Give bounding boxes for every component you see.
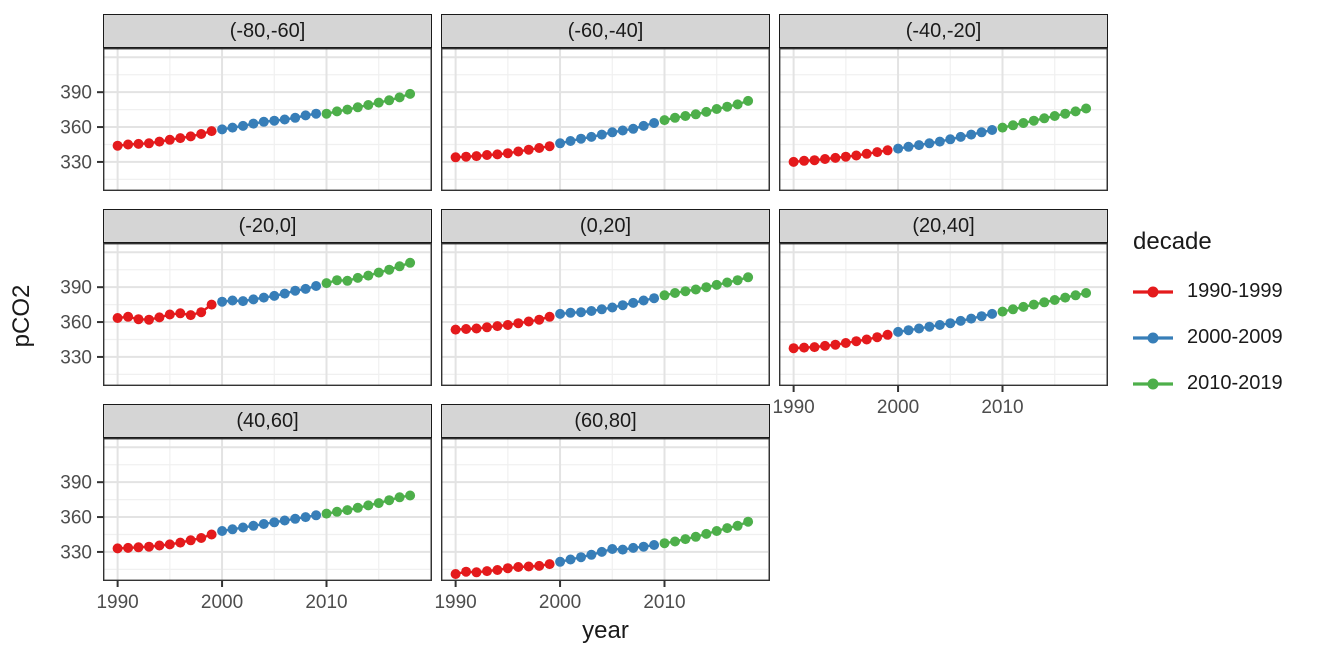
legend-key-1990-1999-icon xyxy=(1133,286,1173,297)
series-1990-1999 xyxy=(450,141,555,163)
facet-(-40,-20]: (-40,-20] xyxy=(778,14,1109,192)
facet-panel: 390 360 330 1990 2000 2010 xyxy=(60,437,433,613)
series-1990-1999 xyxy=(450,559,555,579)
series-2000-2009 xyxy=(217,281,322,307)
x-axis-title: year xyxy=(582,617,629,644)
series-2010-2019 xyxy=(659,516,754,549)
series-2010-2019 xyxy=(321,490,416,519)
series-2000-2009 xyxy=(893,125,998,154)
facet-(40,60]: (40,60] 390 360 330 1990 2000 2010 xyxy=(60,404,433,613)
svg-text:390: 390 xyxy=(60,83,92,104)
svg-text:1990: 1990 xyxy=(772,397,814,418)
svg-text:330: 330 xyxy=(60,542,92,563)
series-2010-2019 xyxy=(321,257,416,289)
series-2010-2019 xyxy=(659,272,754,301)
svg-text:360: 360 xyxy=(60,118,92,139)
facet-panel xyxy=(440,47,771,192)
series-2000-2009 xyxy=(217,510,322,536)
svg-text:2000: 2000 xyxy=(539,592,581,613)
svg-text:330: 330 xyxy=(60,152,92,173)
facet-strip: (-60,-40] xyxy=(441,14,770,48)
x-axis: 1990 2000 2010 xyxy=(772,386,1024,418)
legend-key-2000-2009-icon xyxy=(1133,332,1173,343)
facet-panel: 1990 2000 2010 xyxy=(434,437,771,613)
legend-item-1990-1999: 1990-1999 xyxy=(1133,280,1338,303)
legend-item-2000-2009: 2000-2009 xyxy=(1133,326,1338,349)
facet-strip: (40,60] xyxy=(103,404,432,438)
facet-panel: 390 360 330 xyxy=(60,242,433,387)
svg-text:330: 330 xyxy=(60,347,92,368)
series-1990-1999 xyxy=(112,126,217,151)
facet-strip-label: (0,20] xyxy=(579,214,632,237)
facet-(60,80]: (60,80] 1990 2000 2010 xyxy=(434,404,771,613)
y-axis: 390 360 330 xyxy=(60,473,103,563)
y-axis: 390 360 330 xyxy=(60,83,103,173)
facet-strip: (-80,-60] xyxy=(103,14,432,48)
svg-text:1990: 1990 xyxy=(434,592,476,613)
facet-panel xyxy=(778,47,1109,192)
facet-strip-label: (-60,-40] xyxy=(567,19,644,42)
facet-(20,40]: (20,40] 1990 2000 2010 xyxy=(772,209,1109,418)
facet-(0,20]: (0,20] xyxy=(440,209,771,387)
facet-strip-label: (20,40] xyxy=(912,214,975,237)
facet-panel xyxy=(440,242,771,387)
svg-text:2000: 2000 xyxy=(201,592,243,613)
series-2010-2019 xyxy=(997,288,1092,317)
x-axis: 1990 2000 2010 xyxy=(434,581,686,613)
svg-text:360: 360 xyxy=(60,313,92,334)
facet-strip-label: (-80,-60] xyxy=(229,19,306,42)
facet-panel: 390 360 330 xyxy=(60,47,433,192)
facet-strip: (60,80] xyxy=(441,404,770,438)
facet-(-80,-60]: (-80,-60] 390 360 330 xyxy=(60,14,433,192)
facet-strip-label: (40,60] xyxy=(236,409,299,432)
facet-strip: (-40,-20] xyxy=(779,14,1108,48)
y-axis: 390 360 330 xyxy=(60,278,103,368)
facet-strip: (0,20] xyxy=(441,209,770,243)
series-1990-1999 xyxy=(450,311,555,335)
svg-text:1990: 1990 xyxy=(96,592,138,613)
svg-text:2010: 2010 xyxy=(981,397,1023,418)
series-1990-1999 xyxy=(788,329,893,354)
svg-text:390: 390 xyxy=(60,473,92,494)
facet-(-60,-40]: (-60,-40] xyxy=(440,14,771,192)
series-1990-1999 xyxy=(112,529,217,554)
legend-item-label: 2000-2009 xyxy=(1187,326,1283,348)
facet-(-20,0]: (-20,0] 390 360 330 xyxy=(60,209,433,387)
svg-text:360: 360 xyxy=(60,508,92,529)
x-axis: 1990 2000 2010 xyxy=(96,581,348,613)
svg-text:2000: 2000 xyxy=(877,397,919,418)
facet-panel: 1990 2000 2010 xyxy=(772,242,1109,418)
svg-text:2010: 2010 xyxy=(643,592,685,613)
legend-key-2010-2019-icon xyxy=(1133,378,1173,389)
series-2010-2019 xyxy=(997,103,1092,133)
legend: decade 1990-1999 2000-2009 2010-2019 xyxy=(1133,228,1338,418)
legend-item-label: 1990-1999 xyxy=(1187,280,1283,302)
legend-item-label: 2010-2019 xyxy=(1187,372,1283,394)
y-axis-title: pCO2 xyxy=(8,284,35,348)
facet-strip: (-20,0] xyxy=(103,209,432,243)
series-2000-2009 xyxy=(555,118,660,149)
facet-strip-label: (60,80] xyxy=(574,409,637,432)
series-2010-2019 xyxy=(659,95,754,126)
svg-text:2010: 2010 xyxy=(305,592,347,613)
series-1990-1999 xyxy=(788,145,893,167)
svg-text:390: 390 xyxy=(60,278,92,299)
legend-item-2010-2019: 2010-2019 xyxy=(1133,372,1338,395)
series-2000-2009 xyxy=(555,293,660,319)
facet-strip-label: (-20,0] xyxy=(238,214,297,237)
series-2000-2009 xyxy=(893,308,998,337)
legend-title: decade xyxy=(1133,228,1212,255)
facet-strip-label: (-40,-20] xyxy=(905,19,982,42)
series-2010-2019 xyxy=(321,88,416,119)
series-2000-2009 xyxy=(555,540,660,567)
series-1990-1999 xyxy=(112,299,217,325)
series-2000-2009 xyxy=(217,108,322,135)
facet-strip: (20,40] xyxy=(779,209,1108,243)
gridlines xyxy=(103,243,432,386)
